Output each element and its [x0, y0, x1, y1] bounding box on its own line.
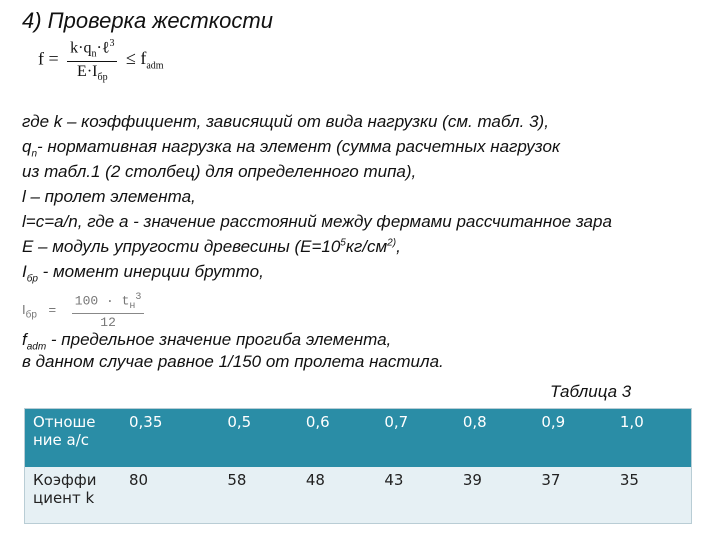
text-line: где k – коэффициент, зависящий от вида н… [22, 112, 549, 131]
text-line: l – пролет элемента, [22, 187, 196, 206]
slide-title: 4) Проверка жесткости [22, 8, 273, 33]
table-cell: 43 [376, 467, 455, 524]
text-line: E – модуль упругости древесины (E=105кг/… [22, 237, 401, 256]
table-cell: 0,35 [121, 408, 220, 467]
table-cell: 1,0 [611, 408, 692, 467]
table-cell: 0,7 [376, 408, 455, 467]
table-cell: 0,6 [297, 408, 377, 467]
table-cell: Коэффи циент k [24, 467, 121, 524]
table-cell: Отноше ние а/с [24, 408, 121, 467]
table-cell: 35 [611, 467, 692, 524]
formula-numerator: k·qn·ℓ3 [67, 38, 118, 62]
text-line: l=c=a/n, где а - значение расстояний меж… [22, 212, 612, 231]
table-cell: 0,9 [533, 408, 612, 467]
formula-denominator: E·Iбр [77, 62, 108, 83]
table-row: Отноше ние а/с 0,35 0,5 0,6 0,7 0,8 0,9 … [24, 408, 692, 467]
table-row: Коэффи циент k 80 58 48 43 39 37 35 [24, 467, 692, 524]
inertia-lhs: Iбр [22, 302, 37, 321]
text-line: в данном случае равное 1/150 от пролета … [22, 352, 444, 371]
text-line: qn- нормативная нагрузка на элемент (сум… [22, 137, 560, 160]
formula-limit: ≤ fadm [125, 48, 164, 73]
coefficient-table: Отноше ние а/с 0,35 0,5 0,6 0,7 0,8 0,9 … [24, 408, 692, 524]
deflection-formula: f = k·qn·ℓ3 E·Iбр ≤ fadm [38, 38, 164, 83]
table-cell: 58 [219, 467, 298, 524]
inertia-fraction: 100 · tн3 12 [71, 292, 145, 330]
text-line: Iбр - момент инерции брутто, [22, 262, 264, 285]
formula-lhs: f = [38, 48, 59, 69]
table-cell: 0,5 [219, 408, 298, 467]
formula-fraction: k·qn·ℓ3 E·Iбр [67, 38, 118, 83]
table-cell: 0,8 [454, 408, 534, 467]
table-caption: Таблица 3 [550, 382, 632, 401]
text-line: fadm - предельное значение прогиба элеме… [22, 330, 392, 353]
inertia-formula: Iбр = 100 · tн3 12 [22, 292, 148, 330]
table-cell: 80 [121, 467, 220, 524]
table-cell: 39 [454, 467, 534, 524]
text-line: из табл.1 (2 столбец) для определенного … [22, 162, 417, 181]
table-cell: 48 [297, 467, 377, 524]
table-cell: 37 [533, 467, 612, 524]
